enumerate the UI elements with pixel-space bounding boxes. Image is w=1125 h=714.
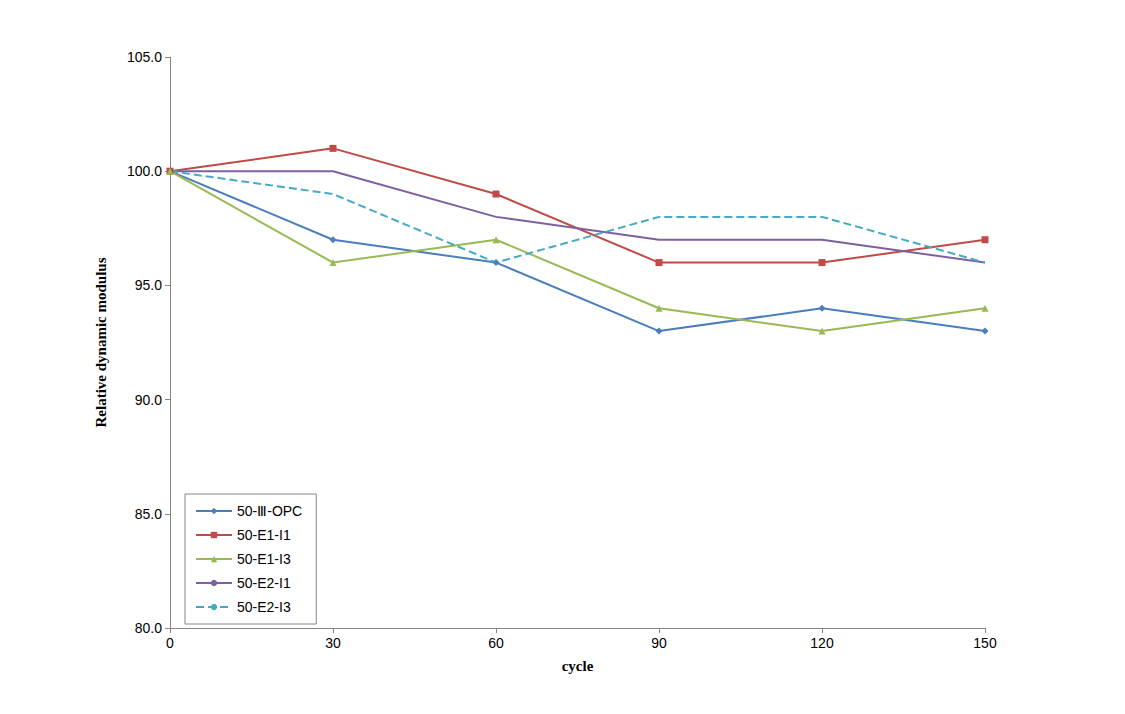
svg-text:105.0: 105.0 [127,49,162,65]
svg-text:50-E1-I1: 50-E1-I1 [237,527,291,543]
svg-text:85.0: 85.0 [135,506,162,522]
svg-text:100.0: 100.0 [127,163,162,179]
svg-text:80.0: 80.0 [135,620,162,636]
svg-text:0: 0 [166,635,174,651]
svg-text:50-E1-I3: 50-E1-I3 [237,551,291,567]
svg-text:150: 150 [973,635,997,651]
svg-text:60: 60 [488,635,504,651]
svg-text:30: 30 [325,635,341,651]
svg-text:50-E2-I3: 50-E2-I3 [237,599,291,615]
svg-text:120: 120 [810,635,834,651]
svg-text:50-Ⅲ-OPC: 50-Ⅲ-OPC [237,503,302,519]
svg-text:cycle: cycle [562,658,594,674]
svg-text:90: 90 [651,635,667,651]
svg-text:95.0: 95.0 [135,277,162,293]
svg-text:90.0: 90.0 [135,392,162,408]
svg-text:Relative dynamic modulus: Relative dynamic modulus [93,257,109,427]
svg-text:50-E2-I1: 50-E2-I1 [237,575,291,591]
